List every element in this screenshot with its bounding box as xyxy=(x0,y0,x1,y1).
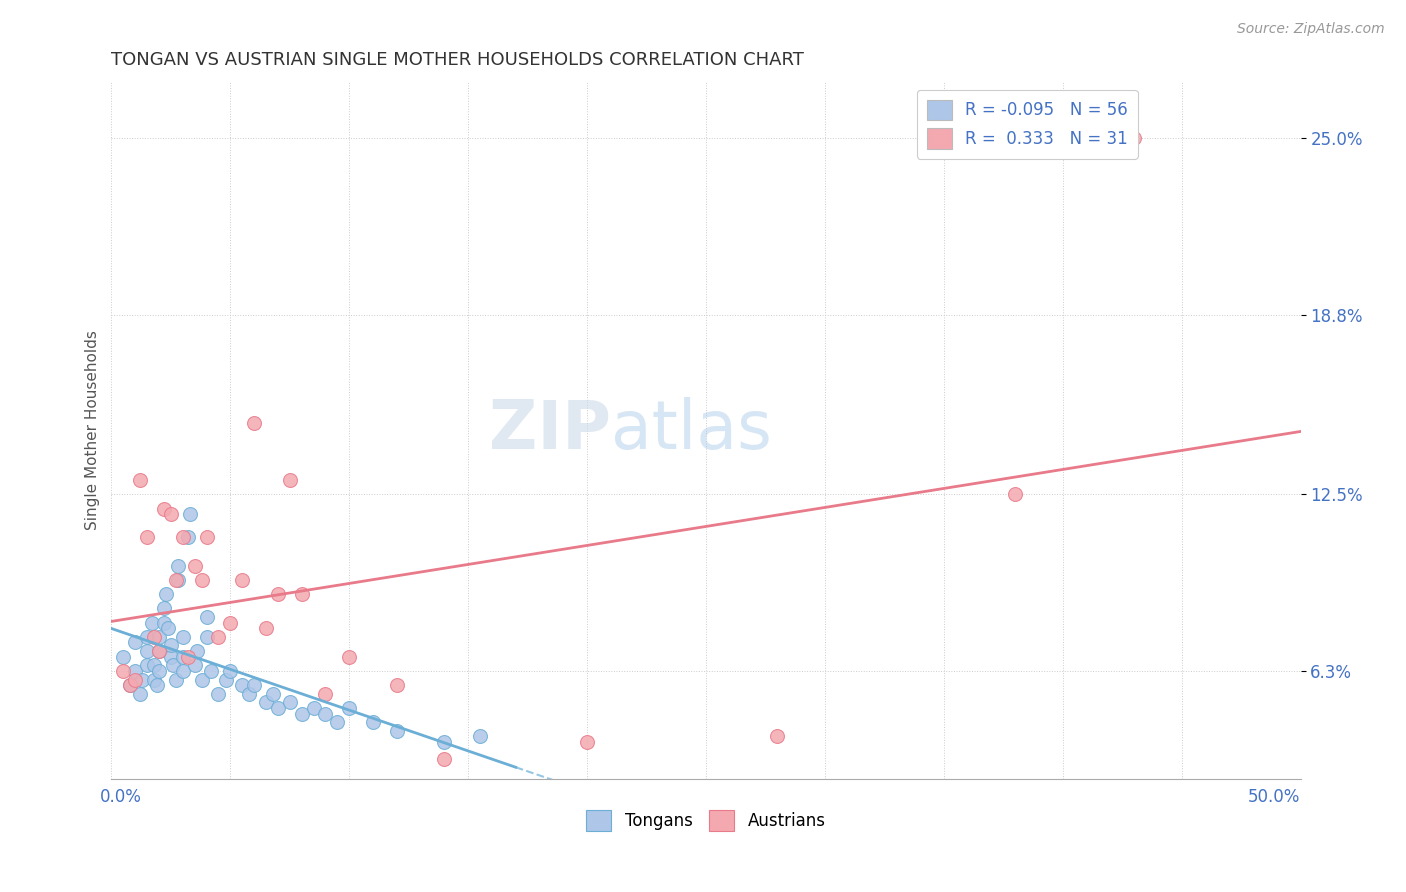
Point xyxy=(243,416,266,430)
Point xyxy=(160,649,183,664)
Point xyxy=(129,687,152,701)
Text: 0.0%: 0.0% xyxy=(100,788,142,806)
Point xyxy=(433,735,456,749)
Point xyxy=(136,658,159,673)
Point xyxy=(191,573,214,587)
Text: TONGAN VS AUSTRIAN SINGLE MOTHER HOUSEHOLDS CORRELATION CHART: TONGAN VS AUSTRIAN SINGLE MOTHER HOUSEHO… xyxy=(111,51,804,69)
Point xyxy=(326,715,349,730)
Point xyxy=(186,644,208,658)
Legend: R = -0.095   N = 56, R =  0.333   N = 31: R = -0.095 N = 56, R = 0.333 N = 31 xyxy=(917,90,1137,159)
Point xyxy=(167,558,190,573)
Point xyxy=(136,644,159,658)
Point xyxy=(267,701,290,715)
Text: Source: ZipAtlas.com: Source: ZipAtlas.com xyxy=(1237,22,1385,37)
Point xyxy=(131,673,153,687)
Point xyxy=(165,673,187,687)
Point xyxy=(314,687,336,701)
Point xyxy=(152,601,174,615)
Point xyxy=(195,630,218,644)
Point xyxy=(145,678,167,692)
Point xyxy=(314,706,336,721)
Point xyxy=(152,615,174,630)
Point xyxy=(207,687,229,701)
Point xyxy=(136,630,159,644)
Point xyxy=(576,735,599,749)
Point xyxy=(155,587,177,601)
Point xyxy=(191,673,214,687)
Point xyxy=(231,678,253,692)
Point xyxy=(112,649,135,664)
Point xyxy=(165,573,187,587)
Point xyxy=(120,678,142,692)
Point xyxy=(141,615,163,630)
Point xyxy=(195,610,218,624)
Point xyxy=(337,649,360,664)
Point xyxy=(766,730,789,744)
Point xyxy=(124,673,146,687)
Point xyxy=(243,678,266,692)
Point xyxy=(278,695,301,709)
Point xyxy=(337,701,360,715)
Text: 50.0%: 50.0% xyxy=(1249,788,1301,806)
Point xyxy=(291,706,314,721)
Point xyxy=(179,508,201,522)
Point xyxy=(136,530,159,544)
Point xyxy=(148,630,170,644)
Point xyxy=(214,673,236,687)
Point xyxy=(302,701,325,715)
Point xyxy=(254,621,277,635)
Point xyxy=(1004,487,1026,501)
Point xyxy=(129,473,152,487)
Point xyxy=(148,644,170,658)
Point xyxy=(219,664,242,678)
Point xyxy=(157,621,180,635)
Point xyxy=(262,687,284,701)
Point xyxy=(120,678,142,692)
Point xyxy=(152,501,174,516)
Point xyxy=(433,752,456,766)
Point xyxy=(200,664,222,678)
Point xyxy=(468,730,491,744)
Point xyxy=(148,644,170,658)
Point xyxy=(238,687,260,701)
Point xyxy=(219,615,242,630)
Point xyxy=(172,530,194,544)
Point xyxy=(112,664,135,678)
Point xyxy=(143,673,166,687)
Point xyxy=(143,658,166,673)
Point xyxy=(183,558,205,573)
Point xyxy=(176,649,198,664)
Point xyxy=(172,664,194,678)
Point xyxy=(162,658,184,673)
Y-axis label: Single Mother Households: Single Mother Households xyxy=(86,330,100,530)
Point xyxy=(385,678,408,692)
Point xyxy=(207,630,229,644)
Point xyxy=(176,530,198,544)
Point xyxy=(148,664,170,678)
Point xyxy=(143,630,166,644)
Point xyxy=(172,649,194,664)
Point xyxy=(167,573,190,587)
Point xyxy=(160,638,183,652)
Point xyxy=(361,715,384,730)
Point xyxy=(160,508,183,522)
Point xyxy=(195,530,218,544)
Point xyxy=(267,587,290,601)
Point xyxy=(124,664,146,678)
Point xyxy=(183,658,205,673)
Point xyxy=(254,695,277,709)
Point xyxy=(291,587,314,601)
Point xyxy=(172,630,194,644)
Point xyxy=(278,473,301,487)
Point xyxy=(124,635,146,649)
Point xyxy=(231,573,253,587)
Text: atlas: atlas xyxy=(610,397,772,463)
Point xyxy=(385,723,408,738)
Text: ZIP: ZIP xyxy=(489,397,610,463)
Point xyxy=(1123,131,1146,145)
